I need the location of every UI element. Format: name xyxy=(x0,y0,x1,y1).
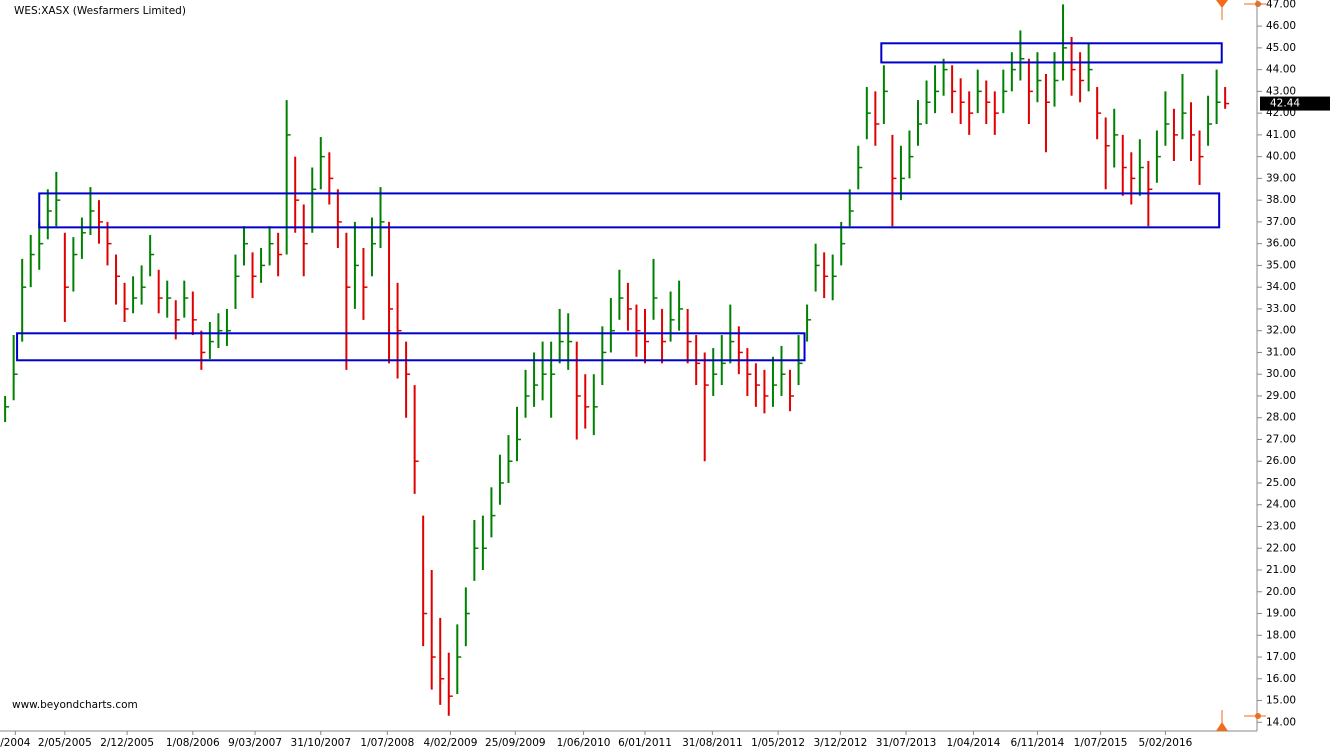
x-tick-label: 4/02/2009 xyxy=(424,737,478,749)
x-tick-label: 5/02/2016 xyxy=(1138,737,1192,749)
y-tick-label: 22.00 xyxy=(1266,542,1296,554)
y-tick-label: 14.00 xyxy=(1266,716,1296,728)
x-tick-label: 1/08/2006 xyxy=(166,737,220,749)
x-tick-label: 1/06/2010 xyxy=(557,737,611,749)
x-tick-label: 6/01/2011 xyxy=(618,737,672,749)
x-tick-label: /2004 xyxy=(0,737,31,749)
y-tick-label: 33.00 xyxy=(1266,303,1296,315)
y-tick-label: 15.00 xyxy=(1266,695,1296,707)
x-tick-label: 2/05/2005 xyxy=(38,737,92,749)
y-tick-label: 25.00 xyxy=(1266,477,1296,489)
watermark: www.beyondcharts.com xyxy=(12,699,138,711)
y-tick-label: 21.00 xyxy=(1266,564,1296,576)
range-marker xyxy=(1216,722,1228,731)
x-tick-label: 2/12/2005 xyxy=(100,737,154,749)
support-zone xyxy=(880,42,1223,64)
y-tick-label: 30.00 xyxy=(1266,368,1296,380)
y-tick-label: 18.00 xyxy=(1266,629,1296,641)
support-zone xyxy=(38,192,1221,229)
y-tick-label: 40.00 xyxy=(1266,151,1296,163)
y-tick-label: 27.00 xyxy=(1266,433,1296,445)
y-tick-label: 44.00 xyxy=(1266,64,1296,76)
y-tick-label: 29.00 xyxy=(1266,390,1296,402)
y-tick-label: 35.00 xyxy=(1266,259,1296,271)
x-tick-label: 9/03/2007 xyxy=(228,737,282,749)
y-tick-label: 45.00 xyxy=(1266,42,1296,54)
y-tick-label: 19.00 xyxy=(1266,608,1296,620)
y-tick-label: 23.00 xyxy=(1266,520,1296,532)
x-tick-label: 31/10/2007 xyxy=(291,737,352,749)
y-tick-label: 34.00 xyxy=(1266,281,1296,293)
y-tick-label: 47.00 xyxy=(1266,0,1296,10)
x-tick-label: 25/09/2009 xyxy=(485,737,546,749)
y-tick-label: 24.00 xyxy=(1266,499,1296,511)
range-marker xyxy=(1255,713,1261,719)
y-tick-label: 37.00 xyxy=(1266,216,1296,228)
x-tick-label: 1/05/2012 xyxy=(751,737,805,749)
y-tick-label: 28.00 xyxy=(1266,412,1296,424)
y-tick-label: 16.00 xyxy=(1266,673,1296,685)
x-tick-label: 1/07/2015 xyxy=(1074,737,1128,749)
y-tick-label: 20.00 xyxy=(1266,586,1296,598)
last-price-label: 42.44 xyxy=(1270,98,1300,110)
support-zone xyxy=(16,332,806,362)
y-tick-label: 39.00 xyxy=(1266,172,1296,184)
x-tick-label: 1/04/2014 xyxy=(947,737,1001,749)
x-tick-label: 31/08/2011 xyxy=(682,737,743,749)
y-tick-label: 31.00 xyxy=(1266,346,1296,358)
plot-area xyxy=(4,4,1230,716)
range-marker xyxy=(1216,0,1228,8)
y-tick-label: 41.00 xyxy=(1266,129,1296,141)
y-tick-label: 36.00 xyxy=(1266,238,1296,250)
x-tick-label: 3/12/2012 xyxy=(813,737,867,749)
x-tick-label: 1/07/2008 xyxy=(360,737,414,749)
x-tick-label: 6/11/2014 xyxy=(1011,737,1065,749)
y-tick-label: 38.00 xyxy=(1266,194,1296,206)
y-tick-label: 17.00 xyxy=(1266,651,1296,663)
y-tick-label: 43.00 xyxy=(1266,85,1296,97)
y-tick-label: 46.00 xyxy=(1266,20,1296,32)
x-tick-label: 31/07/2013 xyxy=(876,737,937,749)
y-tick-label: 26.00 xyxy=(1266,455,1296,467)
last-price-box xyxy=(1260,96,1330,111)
y-tick-label: 32.00 xyxy=(1266,325,1296,337)
chart-title: WES:XASX (Wesfarmers Limited) xyxy=(14,5,186,17)
